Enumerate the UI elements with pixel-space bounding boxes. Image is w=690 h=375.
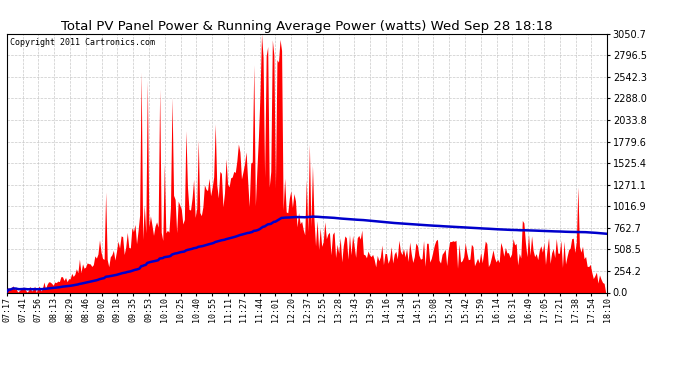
Title: Total PV Panel Power & Running Average Power (watts) Wed Sep 28 18:18: Total PV Panel Power & Running Average P… <box>61 20 553 33</box>
Text: Copyright 2011 Cartronics.com: Copyright 2011 Cartronics.com <box>10 38 155 46</box>
